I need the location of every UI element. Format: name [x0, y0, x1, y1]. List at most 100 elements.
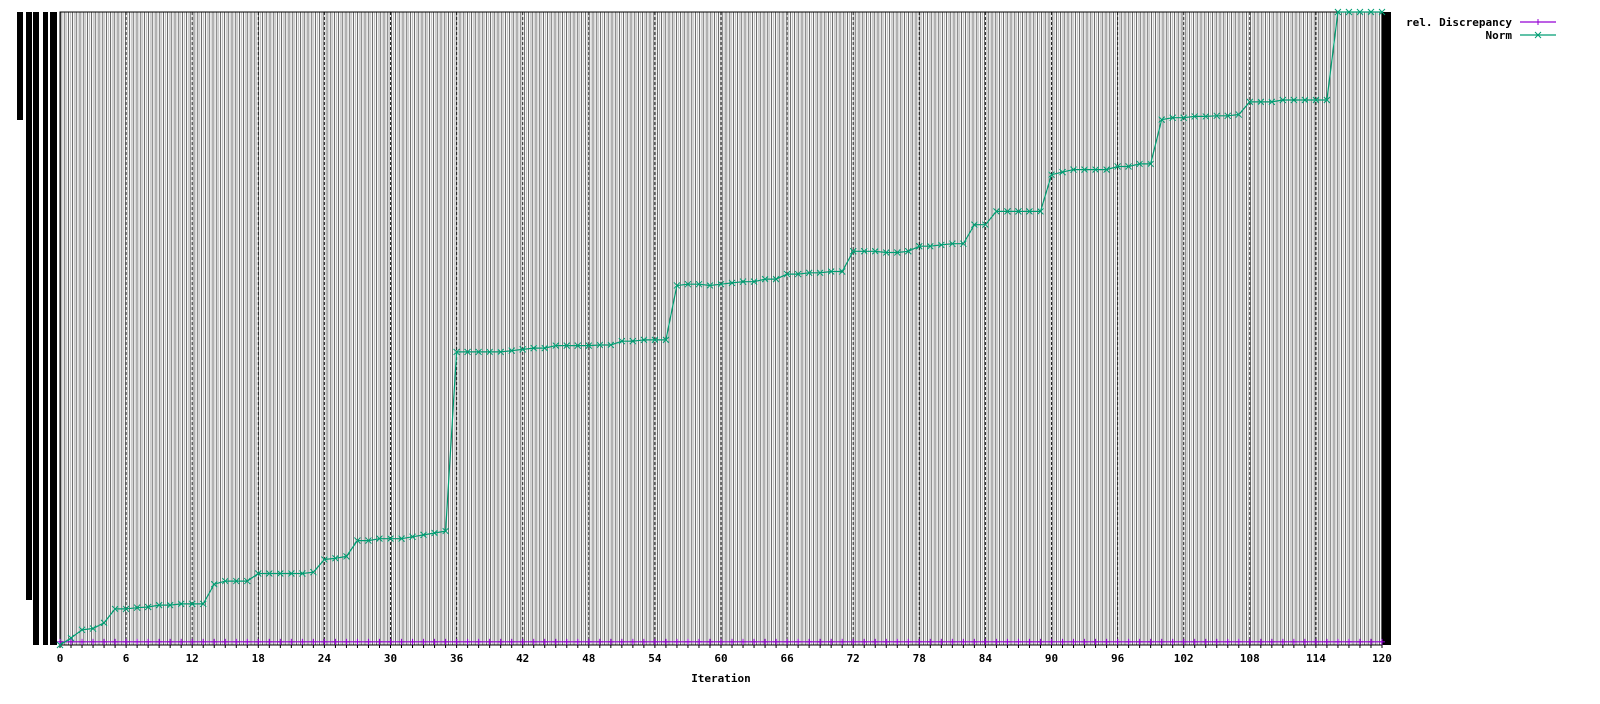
data-point: [948, 240, 956, 248]
data-point: [662, 336, 670, 344]
data-point: [772, 275, 780, 283]
data-point: [915, 242, 923, 250]
data-point: [1268, 98, 1276, 106]
data-point: [89, 625, 97, 632]
data-point: [1037, 208, 1044, 215]
data-point: [563, 342, 571, 349]
data-point: [254, 570, 262, 577]
data-point: [552, 638, 559, 645]
y-tick-label-block: [50, 12, 57, 645]
data-point: [607, 638, 614, 645]
data-point: [872, 638, 879, 645]
data-point: [1290, 638, 1297, 645]
data-point: [420, 638, 427, 645]
data-point: [420, 531, 427, 539]
data-point: [475, 638, 482, 645]
data-point: [1213, 112, 1221, 120]
data-point: [453, 348, 460, 356]
data-point: [1158, 116, 1166, 123]
data-point: [629, 337, 637, 345]
data-point: [784, 638, 791, 645]
x-tick-label: 12: [186, 652, 199, 665]
data-point: [1202, 113, 1210, 120]
x-tick-label: 108: [1240, 652, 1260, 665]
data-point: [993, 208, 1000, 215]
data-point: [453, 638, 460, 645]
y-tick-label-block: [33, 12, 39, 645]
data-point: [1268, 638, 1275, 645]
x-tick-label: 0: [57, 652, 64, 665]
data-point: [563, 638, 570, 645]
data-point: [100, 619, 108, 627]
data-point: [1048, 171, 1055, 179]
data-point: [1224, 638, 1231, 645]
data-point: [266, 638, 273, 645]
data-point: [1070, 638, 1077, 645]
data-point: [199, 600, 207, 608]
data-point: [188, 600, 196, 608]
data-point: [1180, 114, 1188, 122]
data-point: [222, 638, 229, 645]
data-point: [662, 638, 669, 645]
data-point: [740, 638, 747, 645]
data-point: [123, 638, 130, 645]
data-point: [1026, 638, 1033, 645]
data-point: [497, 348, 505, 356]
y-tick-label-block: [17, 12, 23, 120]
data-point: [1334, 638, 1341, 645]
data-point: [695, 638, 702, 645]
data-point: [729, 638, 736, 645]
data-point: [706, 638, 713, 645]
data-point: [1081, 166, 1088, 173]
data-point: [299, 570, 306, 577]
grid-lines: [59, 12, 1383, 645]
data-point: [893, 249, 901, 256]
data-point: [332, 554, 339, 562]
data-point: [144, 603, 152, 611]
data-point: [828, 638, 835, 645]
x-axis-ticks: 0 6 12 18 24 30 36 42 48 54 60 66 72 78 84 90 96 102 108 11…: [57, 639, 1392, 665]
data-point: [431, 529, 438, 537]
series-layer: [56, 8, 1386, 649]
data-point: [541, 638, 548, 645]
data-point: [1246, 98, 1254, 106]
data-point: [442, 527, 449, 535]
data-point: [530, 638, 537, 645]
data-point: [343, 553, 350, 560]
x-tick-label: 102: [1174, 652, 1194, 665]
data-point: [1367, 638, 1374, 645]
data-point: [927, 638, 934, 645]
data-point: [189, 638, 196, 645]
data-point: [398, 535, 405, 543]
data-point: [541, 344, 549, 352]
data-point: [761, 275, 769, 283]
data-point: [827, 268, 835, 275]
data-point: [751, 638, 758, 645]
data-point: [684, 280, 692, 288]
series-norm: [56, 8, 1386, 649]
data-point: [1092, 166, 1099, 173]
data-point: [211, 638, 218, 645]
data-point: [1114, 638, 1121, 645]
right-axis-dense-ticks: [1382, 12, 1391, 645]
data-point: [596, 341, 604, 349]
data-point: [1301, 96, 1309, 104]
data-point: [1125, 638, 1132, 645]
data-point: [519, 638, 526, 645]
x-tick-label: 114: [1306, 652, 1326, 665]
data-point: [706, 282, 714, 289]
data-point: [1290, 96, 1298, 104]
data-point: [134, 638, 141, 645]
x-tick-label: 6: [123, 652, 130, 665]
data-point: [57, 638, 63, 645]
data-point: [773, 638, 780, 645]
data-point: [618, 337, 626, 345]
data-point: [1015, 638, 1022, 645]
y-axis-dense-tick-labels: [17, 12, 57, 645]
data-point: [816, 269, 824, 277]
x-tick-label: 78: [913, 652, 926, 665]
data-point: [1323, 638, 1330, 645]
